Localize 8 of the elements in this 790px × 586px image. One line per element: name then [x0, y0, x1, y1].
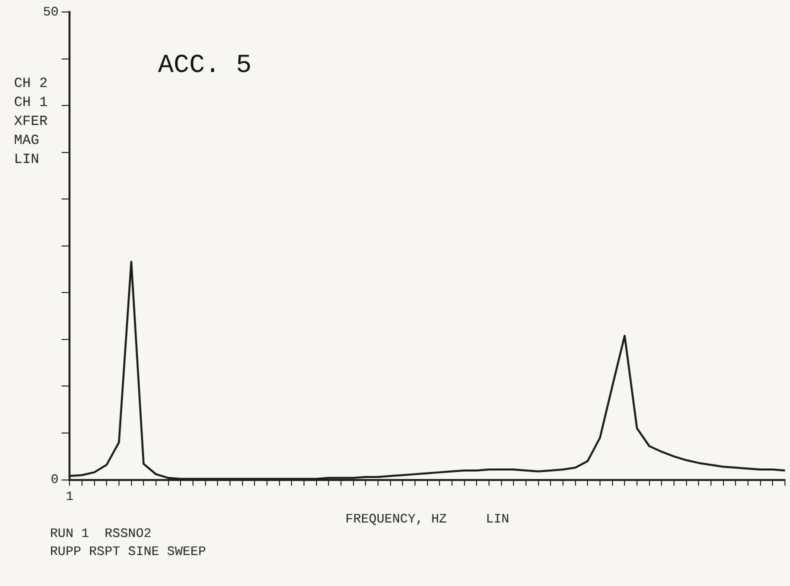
annotation: ACC. 5 — [158, 50, 252, 80]
text: RUN 1 RSSNO2 — [50, 526, 152, 541]
y-tick-label: 50 — [42, 4, 59, 20]
text: RUPP RSPT SINE SWEEP — [50, 544, 206, 559]
x-tick-label: 1 — [66, 489, 74, 504]
x-axis-title: FREQUENCY, HZ LIN — [345, 512, 510, 527]
y-axis-title: CH 2 CH 1 XFER MAG LIN — [14, 75, 48, 170]
y-tick-label: 0 — [50, 472, 59, 488]
